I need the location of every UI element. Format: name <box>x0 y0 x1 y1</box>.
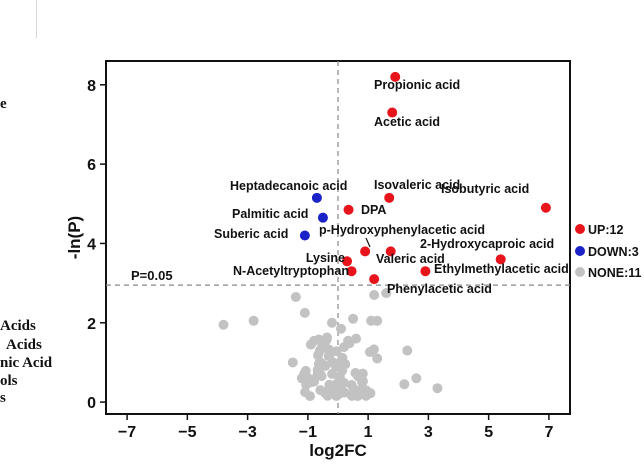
left-legend-fragments: e Acids Acids nic Acid ols s <box>0 0 110 465</box>
data-point-none <box>331 391 342 402</box>
data-point-down <box>299 230 310 241</box>
data-point-none <box>314 345 325 356</box>
legend-label: UP:12 <box>588 223 623 237</box>
data-point-up <box>387 107 398 118</box>
point-label: Lysine <box>306 251 345 265</box>
point-label: Suberic acid <box>214 227 288 241</box>
data-point-none <box>339 377 350 388</box>
point-label: Ethylmethylacetic acid <box>434 262 569 276</box>
y-tick-label: 4 <box>87 236 96 253</box>
x-tick-label: −3 <box>238 424 256 441</box>
data-point-down <box>317 212 328 223</box>
data-point-up <box>540 202 551 213</box>
x-tick-label: −1 <box>299 424 317 441</box>
x-tick-label: −7 <box>118 424 136 441</box>
data-point-up <box>384 192 395 203</box>
point-label: 2-Hydroxycaproic acid <box>420 237 554 251</box>
data-point-up <box>343 204 354 215</box>
x-tick-label: −5 <box>178 424 196 441</box>
data-point-none <box>218 319 229 330</box>
panel-frame <box>0 0 37 38</box>
data-point-none <box>399 379 410 390</box>
data-point-none <box>348 313 359 324</box>
label-connector <box>365 237 371 248</box>
y-tick-label: 0 <box>87 395 96 412</box>
data-point-none <box>305 339 316 350</box>
point-label: Isovaleric acid <box>374 178 460 192</box>
threshold-label: P=0.05 <box>131 268 173 283</box>
data-point-up <box>495 254 506 265</box>
data-point-none <box>324 379 335 390</box>
data-point-none <box>336 355 347 366</box>
data-point-none <box>327 368 338 379</box>
fragment-text: e <box>0 96 7 112</box>
y-tick-label: 6 <box>87 157 96 174</box>
data-point-none <box>300 387 311 398</box>
fragment-text: Acids <box>0 318 36 334</box>
data-point-up <box>369 274 380 285</box>
data-point-none <box>372 315 383 326</box>
data-point-none <box>364 347 375 358</box>
x-tick-label: 1 <box>364 424 373 441</box>
point-label: Palmitic acid <box>232 207 308 221</box>
point-label: Propionic acid <box>374 78 460 92</box>
x-tick-label: 7 <box>544 424 553 441</box>
y-tick-label: 8 <box>87 78 96 95</box>
data-point-none <box>305 377 316 388</box>
legend-marker-none <box>575 267 585 277</box>
point-label: Valeric acid <box>376 252 445 266</box>
data-point-none <box>369 290 380 301</box>
data-point-none <box>351 333 362 344</box>
point-label: Acetic acid <box>374 115 440 129</box>
y-tick-label: 2 <box>87 316 96 333</box>
data-point-none <box>287 357 298 368</box>
data-point-none <box>299 307 310 318</box>
data-point-none <box>402 345 413 356</box>
data-point-up <box>360 246 371 257</box>
data-point-none <box>320 335 331 346</box>
data-point-none <box>290 291 301 302</box>
fragment-text: nic Acid <box>0 355 53 371</box>
data-point-none <box>360 390 371 401</box>
data-point-none <box>248 315 259 326</box>
point-label: Phenylacetic acid <box>387 282 492 296</box>
data-point-none <box>348 383 359 394</box>
data-point-none <box>372 353 383 364</box>
fragment-text: Acids <box>6 337 42 353</box>
data-point-up <box>420 266 431 277</box>
legend-label: DOWN:3 <box>588 245 639 259</box>
fragment-text: s <box>0 390 6 406</box>
legend-marker-up <box>575 224 585 234</box>
point-label: Heptadecanoic acid <box>230 179 347 193</box>
data-point-none <box>357 377 368 388</box>
y-axis-label: -ln(P) <box>65 216 84 259</box>
data-point-none <box>320 360 331 371</box>
x-tick-label: 5 <box>484 424 493 441</box>
point-label: DPA <box>361 203 386 217</box>
point-label: N-Acetyltryptophan <box>233 264 349 278</box>
data-point-up <box>342 256 353 267</box>
data-point-none <box>326 317 337 328</box>
data-point-up <box>346 266 357 277</box>
data-point-up <box>385 246 396 257</box>
legend-marker-down <box>575 246 585 256</box>
legend-label: NONE:11 <box>588 266 642 280</box>
data-point-none <box>296 373 307 384</box>
x-axis-label: log2FC <box>309 441 367 460</box>
data-point-none <box>338 342 349 353</box>
data-point-down <box>311 192 322 203</box>
data-point-none <box>336 323 347 334</box>
point-label: Isobutyric acid <box>441 182 529 196</box>
point-label: p-Hydroxyphenylacetic acid <box>319 223 485 237</box>
x-tick-label: 3 <box>424 424 433 441</box>
data-point-none <box>381 288 392 299</box>
fragment-text: ols <box>0 373 18 389</box>
data-point-up <box>390 71 401 82</box>
data-point-none <box>411 373 422 384</box>
data-point-none <box>432 383 443 394</box>
